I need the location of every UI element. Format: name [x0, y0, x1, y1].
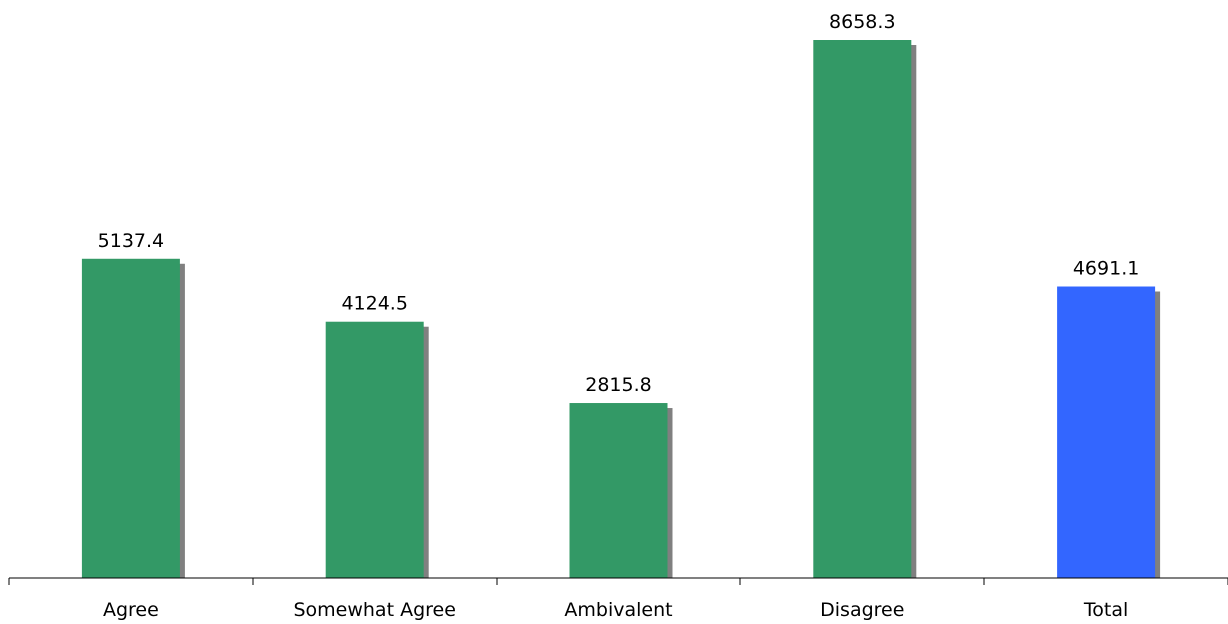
value-label: 8658.3	[829, 11, 895, 33]
bars-layer	[81, 40, 1161, 578]
bar-agree	[81, 258, 180, 578]
bar-total	[1057, 286, 1156, 578]
category-label: Agree	[103, 599, 159, 621]
value-label: 2815.8	[585, 374, 651, 396]
x-axis-ticks-layer	[8, 578, 1228, 585]
bar-disagree	[813, 40, 912, 578]
category-label: Total	[1083, 599, 1128, 621]
bar-ambivalent	[569, 403, 668, 578]
category-label: Ambivalent	[564, 599, 672, 621]
value-label: 5137.4	[98, 230, 164, 252]
category-labels-layer: Agree Somewhat Agree Ambivalent Disagree Tot…	[103, 599, 1128, 621]
category-label: Somewhat Agree	[293, 599, 455, 621]
value-labels-layer: 5137.4 4124.5 2815.8 8658.3 4691.1	[98, 11, 1140, 396]
bar-somewhat-agree	[325, 321, 424, 578]
value-label: 4124.5	[341, 293, 407, 315]
category-label: Disagree	[820, 599, 904, 621]
value-label: 4691.1	[1073, 258, 1139, 280]
